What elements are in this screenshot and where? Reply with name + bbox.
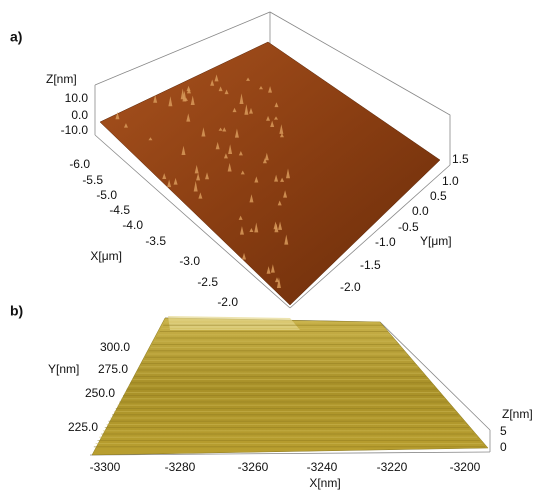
- surface-edge: [168, 316, 300, 330]
- tick-label: -3.5: [145, 234, 166, 248]
- tick-label: -3260: [238, 460, 269, 474]
- tick-label: -0.5: [398, 220, 419, 234]
- tick-label: -6.0: [69, 157, 90, 171]
- tick-label: 225.0: [68, 420, 98, 434]
- tick-label: 250.0: [85, 386, 115, 400]
- tick-label: -3240: [307, 460, 338, 474]
- tick-label: 275.0: [98, 362, 128, 376]
- tick-label: -5.0: [96, 188, 117, 202]
- tick-label: -4.5: [109, 203, 130, 217]
- axis-title: Z[nm]: [46, 72, 77, 86]
- axis-title: Z[nm]: [502, 407, 533, 421]
- surface-b: [92, 318, 488, 455]
- tick-label: 0: [500, 440, 507, 454]
- tick-label: 10.0: [65, 91, 89, 105]
- tick-label: -3300: [90, 460, 121, 474]
- axis-title: Y[nm]: [48, 362, 79, 376]
- axis-title: X[μm]: [90, 249, 122, 263]
- tick-label: -1.0: [375, 235, 396, 249]
- tick-label: 0.0: [71, 108, 88, 122]
- axis-title: Y[μm]: [420, 234, 452, 248]
- tick-label: 0.5: [430, 189, 447, 203]
- tick-label: -10.0: [61, 123, 89, 137]
- tick-label: 5: [500, 424, 507, 438]
- tick-label: -5.5: [82, 173, 103, 187]
- tick-label: -3.0: [179, 254, 200, 268]
- tick-label: 1.5: [452, 152, 469, 166]
- tick-label: 300.0: [100, 340, 130, 354]
- tick-label: -2.0: [340, 280, 361, 294]
- panel-label: b): [10, 303, 23, 319]
- axis-title: X[nm]: [309, 476, 340, 490]
- tick-label: -3220: [377, 460, 408, 474]
- tick-label: -1.5: [360, 258, 381, 272]
- panel-label: a): [10, 29, 22, 45]
- tick-label: -2.5: [197, 275, 218, 289]
- tick-label: 1.0: [442, 174, 459, 188]
- tick-label: -3280: [165, 460, 196, 474]
- figure: a) Z[nm] 10.0 0.0 -10.0 X[μm] -6.0 -5.5-5…: [0, 0, 543, 492]
- surface-a: [100, 42, 440, 305]
- tick-label: -3200: [450, 460, 481, 474]
- tick-label: -4.0: [122, 218, 143, 232]
- tick-label: 0.0: [412, 204, 429, 218]
- tick-label: -2.0: [217, 295, 238, 309]
